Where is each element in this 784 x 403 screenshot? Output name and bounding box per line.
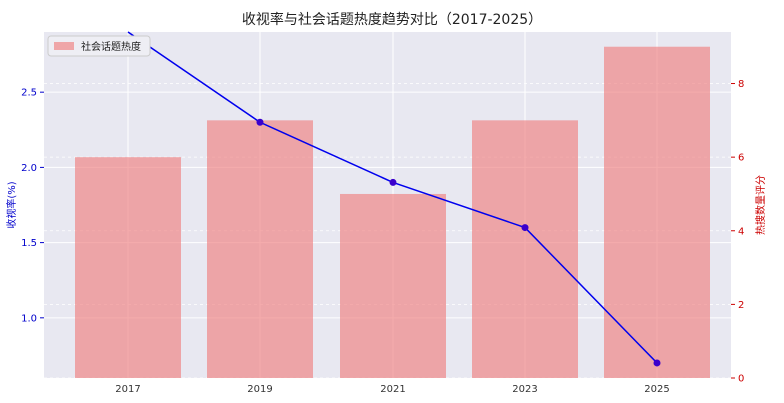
bar (207, 120, 313, 378)
bar (472, 120, 578, 378)
bar (75, 157, 181, 378)
y-tick-right-label: 6 (738, 153, 744, 164)
legend-swatch (54, 42, 74, 50)
legend: 社会话题热度 (47, 35, 151, 57)
y-tick-right-label: 2 (738, 300, 744, 311)
data-point (521, 224, 529, 232)
legend-label: 社会话题热度 (81, 40, 141, 53)
x-tick-label: 2017 (115, 384, 140, 395)
data-point (256, 118, 264, 126)
x-tick-label: 2021 (380, 384, 405, 395)
y-tick-right-label: 8 (738, 79, 744, 90)
y-tick-left-label: 2.0 (21, 163, 37, 174)
y-tick-right-label: 0 (738, 374, 744, 385)
bar (604, 46, 710, 379)
y-tick-left-label: 1.0 (21, 313, 37, 324)
x-tick-label: 2025 (644, 384, 669, 395)
data-point (389, 178, 397, 186)
y-axis-right-label: 热搜数量评分 (754, 175, 767, 235)
y-tick-right-label: 4 (738, 226, 744, 237)
x-tick-label: 2023 (512, 384, 537, 395)
bar (340, 193, 446, 378)
data-point (653, 359, 661, 367)
legend-box (47, 35, 151, 57)
y-tick-left-label: 1.5 (21, 238, 37, 249)
chart-title: 收视率与社会话题热度趋势对比（2017-2025） (242, 11, 542, 28)
axis-layer: 2017 2019 2021 2023 2025 1.0 1.5 2.0 2.5 0 2 4 6 8 (21, 79, 744, 395)
x-tick-label: 2019 (247, 384, 272, 395)
y-axis-left-label: 收视率(%) (5, 181, 18, 228)
bar-layer (75, 46, 710, 379)
y-tick-left-label: 2.5 (21, 88, 37, 99)
line-layer (127, 31, 661, 367)
